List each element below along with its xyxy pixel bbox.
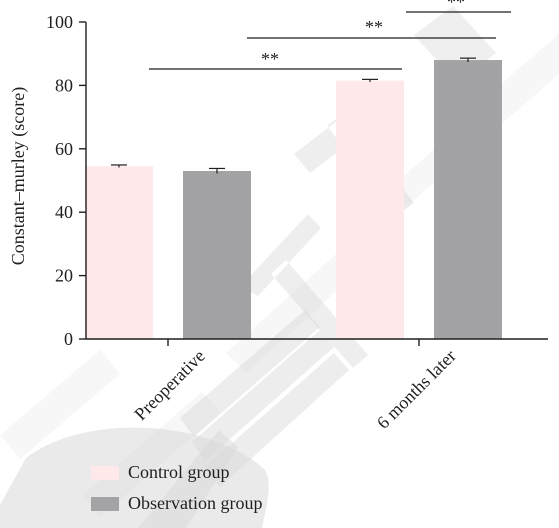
y-tick-label: 100	[46, 12, 73, 32]
watermark-band	[0, 34, 559, 517]
significance-label: **	[447, 0, 465, 12]
significance-label: **	[365, 17, 383, 37]
significance-label: **	[261, 49, 279, 69]
y-tick-label: 60	[55, 139, 73, 159]
watermark-letter-r-leg	[138, 430, 238, 528]
legend-layer: Control group Observation group	[91, 462, 262, 513]
x-tick-label: 6 months later	[373, 346, 460, 433]
y-tick-label: 0	[64, 329, 73, 349]
legend-swatch	[91, 466, 119, 480]
bar	[434, 60, 502, 339]
y-tick-label: 20	[55, 266, 73, 286]
legend-swatch	[91, 497, 119, 511]
bar	[183, 170, 251, 339]
annotation-layer: ** ** **	[149, 0, 511, 70]
legend-label: Observation group	[128, 493, 262, 513]
y-tick-label: 80	[55, 75, 73, 95]
y-tick-label: 40	[55, 202, 73, 222]
legend-label: Control group	[128, 462, 230, 482]
plot-layer	[85, 57, 502, 340]
bar	[336, 80, 404, 340]
bar	[85, 166, 153, 339]
watermark-letter-e	[180, 310, 349, 487]
y-axis-title: Constant–murley (score)	[8, 87, 29, 265]
